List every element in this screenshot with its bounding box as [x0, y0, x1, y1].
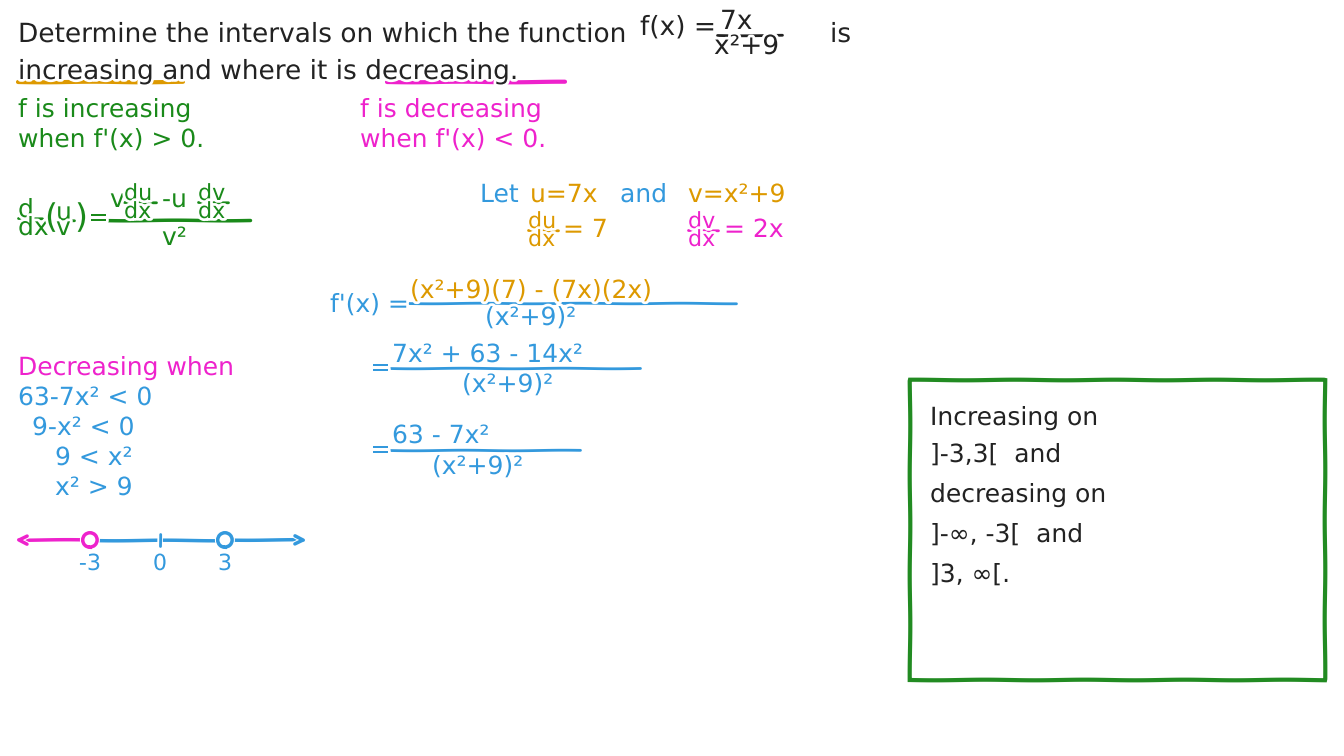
Text: 7x² + 63 - 14x²: 7x² + 63 - 14x²: [392, 343, 583, 367]
Text: f is increasing: f is increasing: [17, 98, 192, 122]
Text: when f'(x) < 0.: when f'(x) < 0.: [360, 128, 547, 152]
Text: (: (: [44, 202, 58, 234]
Text: v²: v²: [163, 226, 187, 250]
Text: ]-∞, -3[  and: ]-∞, -3[ and: [930, 523, 1083, 547]
Text: (x²+9)²: (x²+9)²: [485, 306, 577, 330]
Text: dx: dx: [198, 202, 226, 222]
Text: v: v: [56, 216, 71, 240]
Text: Increasing on: Increasing on: [930, 406, 1098, 430]
Text: v=x²+9: v=x²+9: [688, 183, 785, 207]
Text: dx: dx: [528, 230, 555, 250]
Text: v: v: [110, 188, 125, 212]
Text: =: =: [87, 206, 109, 230]
Text: =: =: [370, 438, 391, 462]
Text: (x²+9)²: (x²+9)²: [431, 455, 523, 479]
Circle shape: [218, 533, 233, 547]
Text: = 2x: = 2x: [724, 218, 784, 242]
Text: 63 - 7x²: 63 - 7x²: [392, 424, 489, 448]
Text: x² > 9: x² > 9: [55, 476, 133, 500]
Text: 0: 0: [153, 554, 167, 574]
Text: du: du: [528, 212, 556, 232]
Text: dx: dx: [17, 216, 48, 240]
Text: d: d: [17, 198, 34, 222]
Text: -3: -3: [79, 554, 101, 574]
Text: -u: -u: [163, 188, 187, 212]
Text: (x²+9)²: (x²+9)²: [462, 373, 552, 397]
Text: ]3, ∞[.: ]3, ∞[.: [930, 563, 1011, 587]
Text: Determine the intervals on which the function: Determine the intervals on which the fun…: [17, 22, 628, 48]
Text: x²+9: x²+9: [714, 34, 780, 60]
Text: 9 < x²: 9 < x²: [55, 446, 133, 470]
Text: f(x) =: f(x) =: [640, 15, 716, 41]
Text: u=7x: u=7x: [530, 183, 597, 207]
Text: 7x: 7x: [720, 9, 753, 35]
Text: =: =: [370, 356, 391, 380]
Text: 9-x² < 0: 9-x² < 0: [32, 416, 134, 440]
Text: dv: dv: [688, 212, 715, 232]
Text: u: u: [56, 201, 71, 225]
Text: and: and: [620, 183, 667, 207]
Text: dx: dx: [688, 230, 715, 250]
Text: dv: dv: [198, 184, 226, 204]
Text: du: du: [124, 184, 152, 204]
Text: Let: Let: [480, 183, 519, 207]
Text: decreasing on: decreasing on: [930, 483, 1106, 507]
Text: ): ): [75, 202, 87, 234]
FancyBboxPatch shape: [910, 380, 1325, 680]
Text: 63-7x² < 0: 63-7x² < 0: [17, 386, 152, 410]
Circle shape: [83, 533, 97, 547]
Text: when f'(x) > 0.: when f'(x) > 0.: [17, 128, 204, 152]
Text: f'(x) =: f'(x) =: [331, 293, 409, 317]
Text: dx: dx: [124, 202, 152, 222]
Text: is: is: [831, 22, 851, 48]
Text: Decreasing when: Decreasing when: [17, 356, 234, 380]
Text: increasing and where it is decreasing.: increasing and where it is decreasing.: [17, 59, 519, 85]
Text: ]-3,3[  and: ]-3,3[ and: [930, 443, 1062, 467]
Text: f is decreasing: f is decreasing: [360, 98, 543, 122]
Text: 3: 3: [218, 554, 233, 574]
Text: = 7: = 7: [563, 218, 607, 242]
Text: (x²+9)(7) - (7x)(2x): (x²+9)(7) - (7x)(2x): [410, 279, 652, 303]
